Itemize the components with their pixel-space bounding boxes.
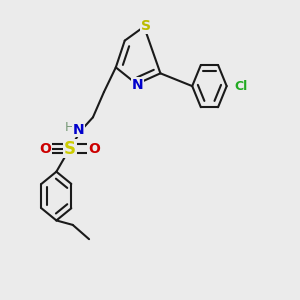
Text: N: N <box>72 123 84 137</box>
Text: O: O <box>88 142 100 155</box>
Text: N: N <box>132 78 143 92</box>
Text: O: O <box>39 142 51 155</box>
Text: Cl: Cl <box>234 80 247 93</box>
Text: S: S <box>64 140 76 158</box>
Text: S: S <box>140 19 151 33</box>
Text: H: H <box>64 121 74 134</box>
